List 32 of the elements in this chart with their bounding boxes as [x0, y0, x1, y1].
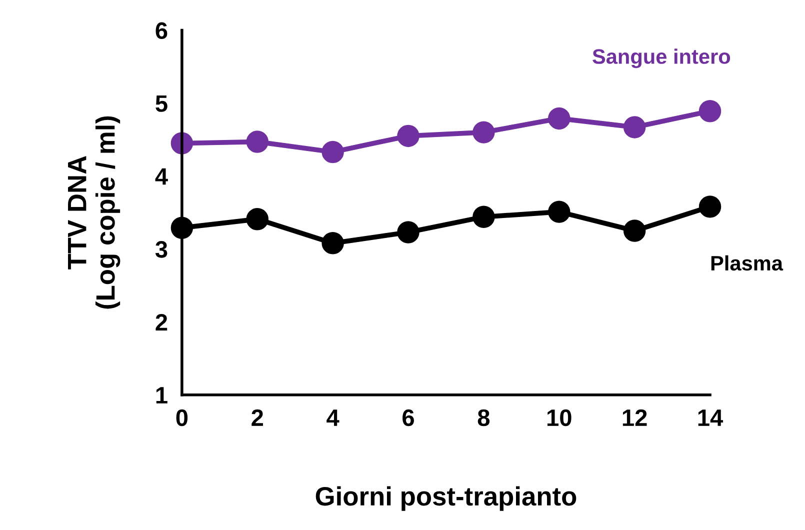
point: [623, 220, 646, 242]
y-tick-label: 6: [156, 22, 168, 39]
point: [548, 200, 570, 223]
y-tick-label: 3: [155, 241, 168, 258]
point: [246, 130, 268, 153]
series-label: Plasma: [711, 255, 784, 271]
point: [548, 107, 570, 130]
series-label: Sangue intero: [592, 48, 730, 68]
x-tick-label: 4: [326, 410, 340, 426]
x-tick-label: 6: [402, 409, 414, 426]
x-tick-label: 0: [176, 409, 188, 426]
x-tick-label: 8: [478, 409, 490, 426]
point: [472, 121, 495, 144]
x-axis-title: Giorni post-trapianto: [316, 486, 576, 511]
y-tick-label: 2: [156, 314, 168, 330]
point: [322, 140, 344, 164]
point: [397, 124, 420, 148]
point: [246, 208, 268, 230]
point: [698, 100, 722, 122]
point: [472, 206, 495, 228]
y-tick-label: 4: [155, 168, 168, 185]
point: [397, 221, 420, 244]
y-axis-title: TTV DNA (Log copie / ml): [68, 116, 120, 309]
x-tick-label: 10: [547, 409, 572, 426]
x-tick-label: 2: [252, 409, 263, 426]
point: [698, 196, 722, 218]
point: [623, 116, 646, 138]
point: [322, 232, 344, 254]
y-tick-label: 5: [156, 95, 168, 112]
x-tick-label: 12: [622, 409, 647, 426]
y-tick-label: 1: [156, 387, 168, 404]
x-tick-label: 14: [698, 410, 724, 426]
